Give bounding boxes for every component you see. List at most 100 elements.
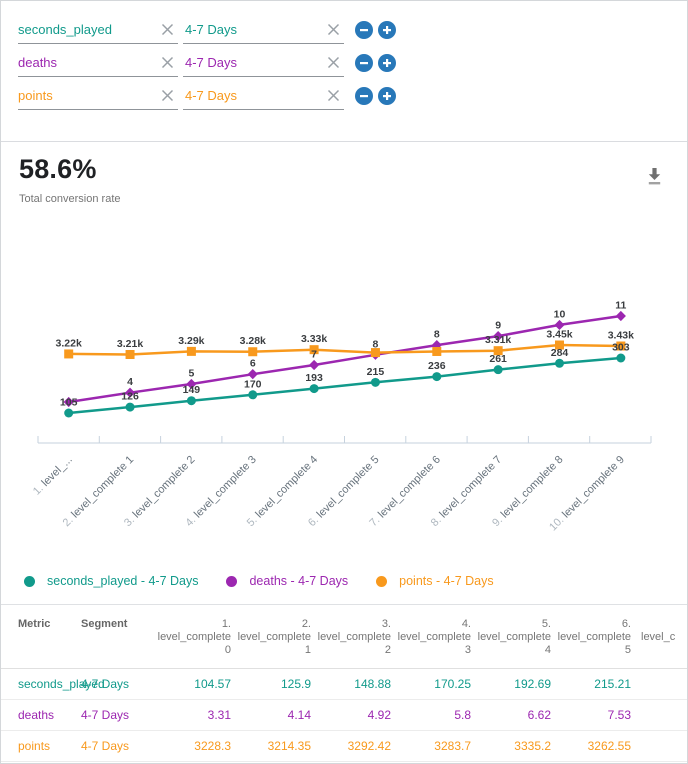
row-segment-name: 4-7 Days	[81, 677, 130, 691]
metric-select[interactable]: deaths	[18, 48, 178, 77]
legend-item[interactable]: seconds_played - 4-7 Days	[24, 574, 198, 588]
data-point-label: 10	[554, 308, 566, 320]
row-value-cell: 6.62	[527, 708, 551, 722]
legend-label: deaths - 4-7 Days	[249, 574, 349, 588]
data-point-label: 4	[127, 376, 133, 388]
data-point	[370, 348, 380, 358]
data-point	[248, 347, 258, 357]
add-metric-button[interactable]	[378, 20, 396, 39]
data-point	[616, 353, 626, 363]
legend-item[interactable]: points - 4-7 Days	[376, 574, 494, 588]
data-point-label: 236	[428, 360, 446, 372]
data-point-label: 3.43k	[608, 329, 634, 341]
legend-item[interactable]: deaths - 4-7 Days	[226, 574, 348, 588]
segment-select[interactable]: 4-7 Days	[183, 15, 344, 44]
remove-metric-button[interactable]	[355, 20, 373, 39]
column-header-level: 5. level_complete 4	[477, 618, 551, 656]
clear-segment-icon[interactable]	[327, 23, 340, 36]
series-dot-icon	[376, 575, 388, 587]
table-row[interactable]: deaths 4-7 Days 3.31 4.14 4.92 5.8 6.62 7.53	[1, 700, 687, 731]
row-value-cell: 3214.35	[267, 739, 311, 753]
segment-select[interactable]: 4-7 Days	[183, 48, 344, 77]
download-button[interactable]	[645, 167, 663, 187]
series-line	[68, 314, 622, 404]
data-point	[64, 349, 74, 359]
row-metric-name: seconds_played	[18, 677, 105, 691]
legend-label: points - 4-7 Days	[399, 574, 494, 588]
data-point	[124, 387, 136, 398]
legend-label: seconds_played - 4-7 Days	[47, 574, 199, 588]
data-point	[125, 350, 135, 359]
series-dot-icon	[24, 575, 35, 587]
data-point	[555, 358, 564, 368]
data-point	[615, 310, 626, 322]
row-segment-name: 4-7 Days	[81, 739, 130, 753]
metric-name: seconds_played	[18, 21, 112, 37]
data-point-label: 3.22k	[56, 337, 82, 349]
row-value-cell: 3228.3	[194, 739, 231, 753]
metric-select[interactable]: points	[18, 81, 178, 110]
data-point-label: 9	[495, 320, 501, 332]
data-point-label: 193	[305, 372, 323, 384]
row-metric-name: deaths	[18, 708, 55, 722]
column-header-partial: level_c	[641, 631, 676, 643]
filter-row: points 4-7 Days	[1, 81, 687, 110]
data-point-label: 8	[434, 329, 440, 341]
data-point-label: 3.33k	[301, 333, 327, 345]
remove-metric-button[interactable]	[355, 86, 373, 105]
metric-filters-section: seconds_played 4-7 Days deaths 4-7 Days	[1, 1, 687, 142]
metric-select[interactable]: seconds_played	[18, 15, 178, 44]
series-line	[68, 356, 622, 415]
data-point-label: 8	[373, 338, 379, 350]
data-point	[493, 346, 503, 356]
clear-segment-icon[interactable]	[327, 89, 340, 102]
funnel-line-chart: 1. level_... 2. level_complete 1 3. level_…	[1, 211, 687, 556]
data-point-label: 126	[121, 391, 139, 403]
add-metric-button[interactable]	[378, 53, 396, 72]
series-dot-icon	[226, 575, 238, 587]
clear-metric-icon[interactable]	[161, 89, 174, 102]
data-point-label: 3.29k	[178, 335, 204, 347]
row-value-cell: 7.53	[607, 708, 631, 722]
table-body: seconds_played 4-7 Days 104.57 125.9 148.88 1…	[1, 669, 687, 762]
data-point	[370, 377, 380, 387]
column-header-metric: Metric	[18, 618, 51, 630]
series-line	[68, 343, 621, 356]
data-point	[309, 345, 319, 355]
row-value-cell: 5.8	[454, 708, 471, 722]
clear-metric-icon[interactable]	[161, 56, 174, 69]
data-point	[64, 408, 74, 418]
add-metric-button[interactable]	[378, 86, 396, 105]
data-point	[186, 378, 197, 390]
segment-select[interactable]: 4-7 Days	[183, 81, 344, 110]
metrics-table: Metric Segment 1. level_complete 0 2. lev…	[1, 604, 687, 763]
row-metric-name: points	[18, 739, 51, 753]
conversion-rate-value: 58.6%	[19, 154, 97, 184]
clear-metric-icon[interactable]	[161, 23, 174, 36]
row-value-cell: 148.88	[354, 677, 391, 691]
data-point-label: 261	[489, 353, 507, 365]
row-value-cell: 3283.7	[434, 739, 471, 753]
data-point	[125, 402, 135, 412]
data-point-label: 303	[612, 342, 630, 354]
column-header-segment: Segment	[81, 618, 128, 630]
table-header-row: Metric Segment 1. level_complete 0 2. lev…	[1, 605, 687, 669]
segment-name: 4-7 Days	[185, 87, 238, 103]
chart-canvas: 1. level_...2. level_complete 13. level_…	[31, 300, 652, 533]
data-point-label: 11	[615, 300, 626, 312]
row-value-cell: 3335.2	[514, 739, 551, 753]
data-point	[309, 359, 320, 371]
row-value-cell: 3292.42	[347, 739, 391, 753]
data-point-label: 7	[311, 348, 317, 360]
table-row[interactable]: seconds_played 4-7 Days 104.57 125.9 148.88 1…	[1, 669, 687, 700]
row-value-cell: 4.14	[287, 708, 311, 722]
row-value-cell: 3262.55	[587, 739, 631, 753]
data-point-label: 6	[250, 358, 256, 370]
remove-metric-button[interactable]	[355, 53, 373, 72]
table-row[interactable]: points 4-7 Days 3228.3 3214.35 3292.42 3283.7…	[1, 731, 687, 762]
clear-segment-icon[interactable]	[327, 56, 340, 69]
row-value-cell: 104.57	[194, 677, 231, 691]
data-point-label: 149	[183, 384, 201, 396]
row-value-cell: 215.21	[594, 677, 631, 691]
